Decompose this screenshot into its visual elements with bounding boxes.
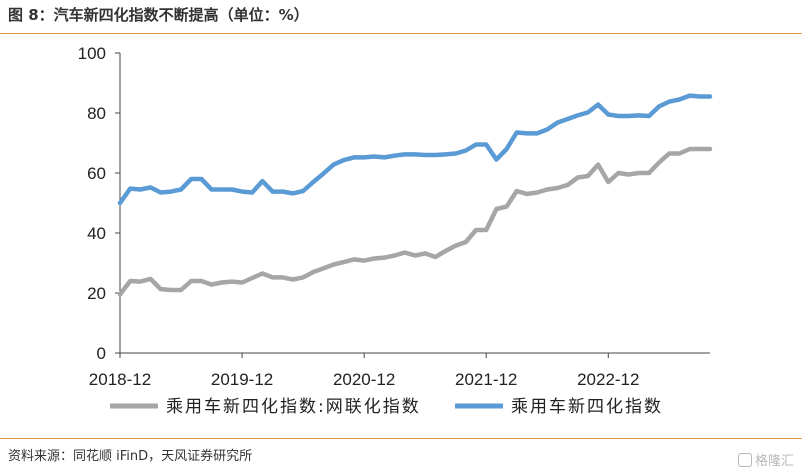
line-chart: 0 20 40 60 80 100 2018-12 2019-12 2020-12 2021-12…	[78, 44, 713, 417]
y-tick-label: 40	[87, 224, 106, 243]
watermark: 格隆汇	[737, 450, 794, 469]
y-tick-label: 20	[87, 284, 106, 303]
watermark-logo-icon	[737, 452, 752, 467]
chart-series	[117, 93, 713, 297]
x-tick-label: 2022-12	[577, 370, 639, 389]
title-divider	[0, 33, 802, 34]
legend-label: 乘用车新四化指数	[511, 397, 663, 417]
x-tick-label: 2020-12	[333, 370, 395, 389]
chart-title: 图 8：汽车新四化指数不断提高（单位：%）	[8, 6, 309, 24]
y-tick-label: 80	[87, 104, 106, 123]
series-line-new-four-index	[117, 93, 713, 206]
series-line-connectivity-index	[117, 146, 713, 297]
y-tick-label: 60	[87, 164, 106, 183]
chart-axes: 0 20 40 60 80 100 2018-12 2019-12 2020-12 2021-12…	[78, 44, 710, 389]
watermark-text: 格隆汇	[754, 454, 794, 469]
legend-label: 乘用车新四化指数:网联化指数	[166, 397, 421, 417]
x-tick-label: 2018-12	[89, 370, 151, 389]
x-tick-label: 2021-12	[455, 370, 517, 389]
x-tick-label: 2019-12	[211, 370, 273, 389]
source-note: 资料来源：同花顺 iFinD，天风证券研究所	[8, 449, 253, 464]
footer-divider	[0, 438, 802, 439]
y-tick-label: 0	[97, 344, 106, 363]
chart-legend: 乘用车新四化指数:网联化指数 乘用车新四化指数	[110, 397, 663, 417]
y-tick-label: 100	[78, 44, 106, 63]
